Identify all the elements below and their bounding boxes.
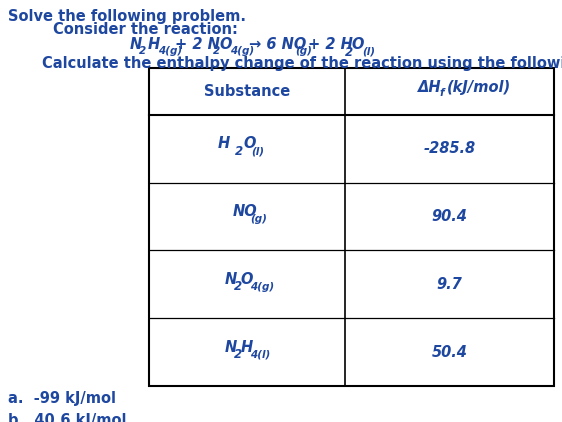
Text: 4(g): 4(g) bbox=[230, 46, 254, 57]
Text: O: O bbox=[220, 37, 232, 52]
Text: 2: 2 bbox=[345, 46, 352, 60]
Text: 4(l): 4(l) bbox=[250, 350, 270, 360]
Text: + 2 N: + 2 N bbox=[175, 37, 220, 52]
Text: b.  40.6 kJ/mol: b. 40.6 kJ/mol bbox=[8, 413, 127, 422]
Text: N: N bbox=[225, 272, 237, 287]
Text: 4(g): 4(g) bbox=[250, 282, 274, 292]
Text: -285.8: -285.8 bbox=[423, 141, 475, 156]
Text: Consider the reaction:: Consider the reaction: bbox=[53, 22, 238, 37]
Text: 2: 2 bbox=[234, 280, 242, 293]
Text: 2: 2 bbox=[139, 46, 147, 57]
Text: (g): (g) bbox=[250, 214, 267, 224]
Text: N: N bbox=[225, 340, 237, 354]
Text: a.  -99 kJ/mol: a. -99 kJ/mol bbox=[8, 391, 116, 406]
Text: NO: NO bbox=[233, 204, 257, 219]
Text: (kJ/mol): (kJ/mol) bbox=[447, 80, 511, 95]
Text: O: O bbox=[241, 272, 253, 287]
Text: O: O bbox=[243, 136, 256, 151]
Text: Solve the following problem.: Solve the following problem. bbox=[8, 9, 246, 24]
Text: 2: 2 bbox=[234, 348, 242, 361]
Text: (l): (l) bbox=[251, 146, 264, 156]
Text: H: H bbox=[148, 37, 160, 52]
Text: (g): (g) bbox=[295, 46, 312, 57]
Bar bbox=[149, 68, 554, 386]
Text: O: O bbox=[352, 37, 364, 52]
Text: f: f bbox=[440, 88, 445, 98]
Text: H: H bbox=[218, 136, 230, 151]
Text: H: H bbox=[241, 340, 252, 354]
Text: 4(g): 4(g) bbox=[158, 46, 182, 57]
Text: 2: 2 bbox=[212, 46, 220, 57]
Text: (l): (l) bbox=[362, 46, 375, 57]
Text: → 6 NO: → 6 NO bbox=[249, 37, 306, 52]
Text: N: N bbox=[129, 37, 142, 52]
Text: 9.7: 9.7 bbox=[437, 277, 463, 292]
Text: ΔH: ΔH bbox=[419, 80, 442, 95]
Text: + 2 H: + 2 H bbox=[308, 37, 353, 52]
Text: Calculate the enthalpy change of the reaction using the following data:: Calculate the enthalpy change of the rea… bbox=[42, 56, 562, 71]
Text: 90.4: 90.4 bbox=[432, 209, 468, 224]
Text: Substance: Substance bbox=[204, 84, 290, 99]
Text: 2: 2 bbox=[235, 145, 243, 158]
Text: 50.4: 50.4 bbox=[432, 345, 468, 360]
